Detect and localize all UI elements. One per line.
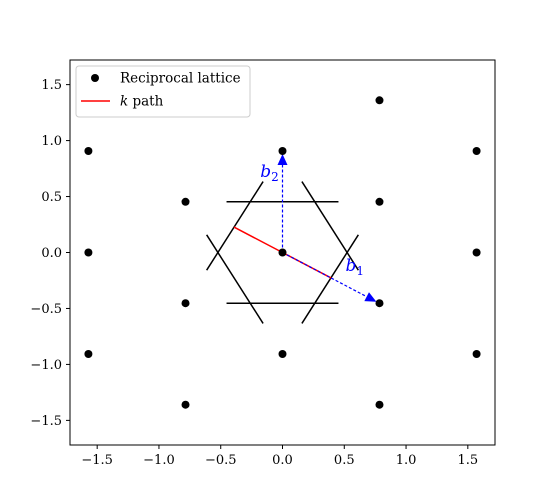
zone-edge bbox=[206, 181, 264, 271]
legend-lattice-label: Reciprocal lattice bbox=[120, 71, 241, 87]
reciprocal-lattice-points bbox=[84, 96, 481, 409]
zone-edge bbox=[301, 181, 359, 271]
lattice-point bbox=[84, 350, 93, 359]
legend-kpath-label: k path bbox=[120, 94, 164, 110]
lattice-point bbox=[278, 146, 287, 155]
vector-head-b1 bbox=[364, 292, 377, 302]
x-tick-label: 0.5 bbox=[334, 453, 355, 468]
x-axis: −1.5 −1.0 −0.5 0.0 0.5 1.0 1.5 bbox=[81, 445, 478, 468]
lattice-point bbox=[472, 146, 481, 155]
x-tick-label: 1.5 bbox=[457, 453, 478, 468]
legend-lattice-marker bbox=[91, 74, 99, 82]
vector-label-b1: b1 bbox=[346, 256, 365, 278]
lattice-point bbox=[472, 350, 481, 359]
vector-label-b2: b2 bbox=[260, 162, 279, 184]
y-tick-label: 1.5 bbox=[41, 78, 62, 93]
vector-label-sub: 2 bbox=[271, 170, 279, 184]
lattice-point bbox=[278, 350, 287, 359]
legend-box bbox=[75, 65, 251, 118]
lattice-point bbox=[375, 400, 384, 409]
lattice-point bbox=[278, 248, 287, 257]
vector-label-base: b bbox=[346, 256, 357, 276]
brillouin-zone bbox=[206, 181, 359, 324]
lattice-point bbox=[181, 299, 190, 308]
legend-kpath-k: k bbox=[120, 94, 128, 110]
lattice-point bbox=[472, 248, 481, 257]
y-tick-label: 0.0 bbox=[41, 246, 62, 261]
y-tick-label: −0.5 bbox=[30, 302, 62, 317]
y-tick-label: 1.0 bbox=[41, 134, 62, 149]
legend-kpath-rest: path bbox=[128, 94, 163, 110]
x-tick-label: 1.0 bbox=[396, 453, 417, 468]
lattice-point bbox=[375, 96, 384, 105]
zone-edge bbox=[301, 234, 359, 324]
zone-edge bbox=[206, 234, 264, 324]
vector-head-b2 bbox=[277, 154, 288, 166]
vector-label-sub: 1 bbox=[356, 264, 364, 278]
y-tick-label: −1.5 bbox=[30, 414, 62, 429]
x-tick-label: −0.5 bbox=[205, 453, 237, 468]
lattice-point bbox=[84, 146, 93, 155]
lattice-point bbox=[375, 299, 384, 308]
y-tick-label: 0.5 bbox=[41, 190, 62, 205]
x-tick-label: 0.0 bbox=[272, 453, 293, 468]
y-axis: −1.5 −1.0 −0.5 0.0 0.5 1.0 1.5 bbox=[30, 78, 70, 429]
legend: Reciprocal lattice k path bbox=[75, 65, 251, 118]
x-tick-label: −1.0 bbox=[143, 453, 175, 468]
y-tick-label: −1.0 bbox=[30, 358, 62, 373]
lattice-point bbox=[181, 197, 190, 206]
vector-shaft-b1 bbox=[282, 251, 367, 298]
x-tick-label: −1.5 bbox=[81, 453, 113, 468]
lattice-point bbox=[181, 400, 190, 409]
lattice-point bbox=[84, 248, 93, 257]
lattice-point bbox=[375, 197, 384, 206]
vector-label-base: b bbox=[260, 162, 271, 182]
